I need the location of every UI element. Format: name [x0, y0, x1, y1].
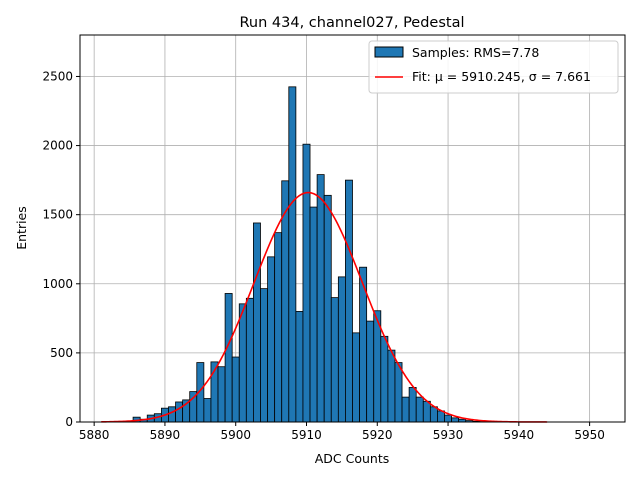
histogram-bar: [245, 297, 254, 423]
legend-box: [368, 40, 619, 94]
y-tick-label: 500: [50, 346, 73, 360]
x-tick-label: 5910: [291, 428, 322, 442]
histogram-bar: [302, 143, 311, 423]
histogram-bar: [217, 366, 226, 423]
histogram-bar: [345, 179, 353, 423]
histogram-bar: [295, 311, 304, 423]
legend-samples-label: Samples: RMS=7.78: [412, 45, 539, 60]
histogram-bar: [260, 288, 268, 423]
chart-title: Run 434, channel027, Pedestal: [239, 15, 464, 31]
y-axis-label: Entries: [14, 206, 29, 250]
histogram-bar: [401, 396, 410, 423]
histogram-bar: [203, 398, 212, 423]
histogram-bar: [231, 356, 240, 423]
histogram-bar: [387, 349, 396, 423]
histogram-bar: [168, 406, 176, 423]
histogram-bar: [309, 206, 318, 423]
histogram-bar: [288, 86, 297, 423]
histogram-bar: [238, 303, 247, 423]
x-tick-label: 5920: [362, 428, 393, 442]
histogram-bar: [253, 222, 261, 423]
histogram-bar: [323, 194, 332, 423]
histogram-bar: [415, 396, 424, 423]
x-tick-label: 5880: [79, 428, 110, 442]
histogram-bar: [451, 417, 460, 423]
x-axis-label: ADC Counts: [315, 451, 390, 466]
y-tick-label: 1500: [42, 208, 73, 222]
histogram-bar: [422, 400, 431, 423]
histogram-bar: [444, 414, 452, 423]
histogram-bar: [274, 232, 283, 423]
histogram-bar: [366, 320, 375, 423]
plot-frame: [79, 34, 626, 423]
y-tick-label: 0: [65, 415, 73, 429]
x-tick-label: 5950: [574, 428, 605, 442]
y-tick-label: 2000: [42, 139, 73, 153]
y-tick-label: 2500: [42, 69, 73, 83]
x-tick-label: 5930: [433, 428, 464, 442]
legend: Samples: RMS=7.78 Fit: μ = 5910.245, σ =…: [368, 40, 619, 94]
histogram-bar: [352, 332, 360, 423]
histogram-bar: [337, 276, 346, 423]
histogram-bar: [267, 256, 276, 423]
histogram-bar: [408, 387, 417, 423]
legend-samples-swatch: [374, 46, 404, 58]
fit-curve: [101, 191, 548, 423]
y-tick-label: 1000: [42, 277, 73, 291]
histogram-bar: [224, 293, 233, 423]
histogram-bar: [429, 406, 438, 423]
histogram-bar: [175, 401, 184, 423]
x-tick-label: 5890: [150, 428, 181, 442]
histogram-bars: [132, 86, 488, 423]
histogram-bar: [380, 335, 389, 423]
y-axis-ticks: 0 500 1000 1500 2000 2500: [42, 69, 80, 429]
x-tick-label: 5900: [220, 428, 251, 442]
x-axis-ticks: 5880 5890 5900 5910 5920 5930 5940 5950: [79, 422, 605, 442]
histogram-bar: [394, 362, 403, 423]
histogram-bar: [330, 297, 339, 423]
histogram-bar: [316, 174, 325, 423]
x-tick-label: 5940: [504, 428, 535, 442]
legend-fit-label: Fit: μ = 5910.245, σ = 7.661: [412, 69, 591, 84]
